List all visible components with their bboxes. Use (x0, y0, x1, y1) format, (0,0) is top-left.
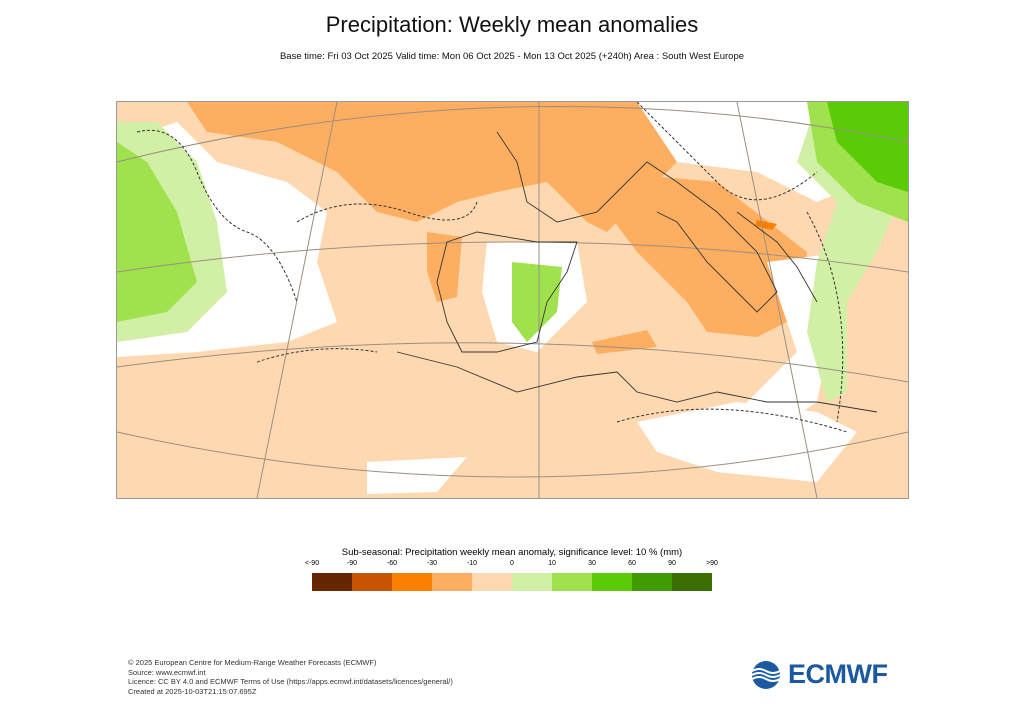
anomaly-orange-italy (607, 172, 807, 337)
source: Source: www.ecmwf.int (128, 667, 206, 677)
legend-label: 90 (668, 560, 676, 567)
licence: Licence: CC BY 4.0 and ECMWF Terms of Us… (128, 677, 453, 686)
legend-label: -90 (346, 560, 358, 567)
footer: © 2025 European Centre for Medium-Range … (128, 658, 453, 696)
copyright: © 2025 European Centre for Medium-Range … (128, 658, 377, 667)
legend-label: -10 (466, 560, 478, 567)
created-at: Created at 2025-10-03T21:15:07.695Z (128, 686, 257, 696)
legend-swatch (352, 573, 392, 591)
legend-swatch (432, 573, 472, 591)
legend-label: 0 (510, 560, 514, 567)
legend-swatch (312, 573, 352, 591)
ecmwf-logo: ECMWF (748, 659, 888, 690)
legend-label: 10 (548, 560, 556, 567)
significance-contours (136, 102, 848, 433)
chart-subtitle: Base time: Fri 03 Oct 2025 Valid time: M… (279, 51, 745, 62)
ecmwf-logo-text: ECMWF (788, 659, 888, 689)
anomaly-green-atlantic (117, 142, 197, 322)
anomaly-dark-orange-adriatic (755, 220, 777, 230)
anomaly-positive-orange-north (187, 102, 677, 232)
legend-label: -30 (426, 560, 438, 567)
legend-swatch (512, 573, 552, 591)
legend-label: 60 (628, 560, 636, 567)
legend-swatch (472, 573, 512, 591)
legend-title: Sub-seasonal: Precipitation weekly mean … (341, 547, 683, 558)
legend-label: >90 (706, 560, 718, 567)
legend-colour-bar (312, 573, 712, 591)
anomaly-orange-iberia (427, 232, 462, 302)
legend-label: <-90 (304, 560, 320, 567)
legend-swatch (392, 573, 432, 591)
legend-label: 30 (588, 560, 596, 567)
ecmwf-logo-icon (751, 660, 781, 689)
anomaly-map (116, 101, 909, 499)
anomaly-orange-africa (592, 330, 657, 354)
legend-swatch (632, 573, 672, 591)
graticule (117, 102, 908, 498)
legend-label: -60 (386, 560, 398, 567)
legend-swatch (672, 573, 712, 591)
anomaly-green-spain (512, 262, 562, 342)
colour-legend: <-90 -90 -60 -30 -10 0 10 30 60 90 >90 (305, 560, 718, 591)
neutral-white-sahara (367, 457, 467, 494)
coastlines (396, 131, 878, 413)
legend-swatch (592, 573, 632, 591)
legend-swatch (552, 573, 592, 591)
chart-title: Precipitation: Weekly mean anomalies (325, 12, 699, 37)
anomaly-strong-green-balkans (827, 102, 908, 192)
